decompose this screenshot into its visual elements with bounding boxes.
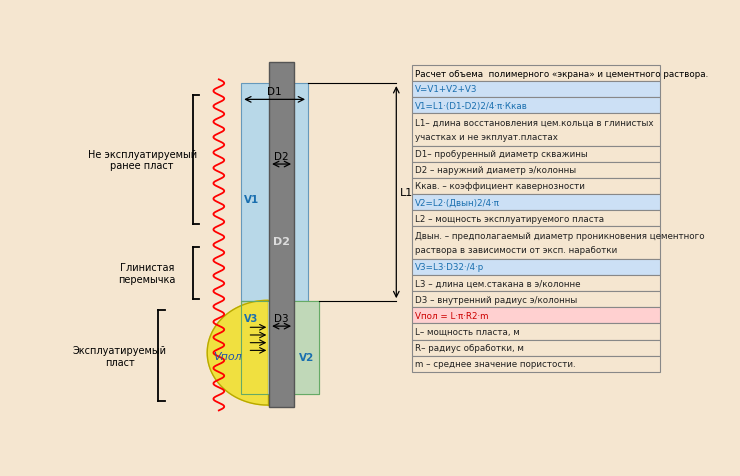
- Text: L2 – мощность эксплуатируемого пласта: L2 – мощность эксплуатируемого пласта: [415, 214, 604, 223]
- Bar: [411, 98, 660, 114]
- Text: V=V1+V2+V3: V=V1+V2+V3: [415, 85, 477, 94]
- Bar: [411, 259, 660, 275]
- Text: D3 – внутренний радиус э/колонны: D3 – внутренний радиус э/колонны: [415, 295, 577, 304]
- Text: D1: D1: [267, 87, 282, 97]
- Text: Vпол = L·π·R2·m: Vпол = L·π·R2·m: [415, 311, 488, 320]
- Text: D3: D3: [275, 313, 289, 323]
- Bar: [411, 340, 660, 356]
- Bar: [241, 301, 319, 394]
- Text: V1: V1: [243, 194, 259, 204]
- Bar: [411, 195, 660, 211]
- Text: V2=L2·(Двын)2/4·π: V2=L2·(Двын)2/4·π: [415, 198, 500, 207]
- Text: V3=L3·D32·/4·p: V3=L3·D32·/4·p: [415, 263, 484, 272]
- Text: V2: V2: [299, 352, 314, 362]
- Text: L3 – длина цем.стакана в э/колонне: L3 – длина цем.стакана в э/колонне: [415, 279, 580, 288]
- Bar: [241, 301, 319, 394]
- Bar: [269, 301, 319, 394]
- Polygon shape: [207, 301, 268, 405]
- Text: Глинистая
перемычка: Глинистая перемычка: [118, 263, 175, 284]
- Bar: [411, 275, 660, 291]
- Text: раствора в зависимости от эксп. наработки: раствора в зависимости от эксп. наработк…: [415, 246, 617, 255]
- Bar: [411, 162, 660, 178]
- Bar: [411, 307, 660, 324]
- Text: D2: D2: [273, 237, 290, 247]
- Text: V3: V3: [243, 314, 258, 324]
- Bar: [411, 324, 660, 340]
- Bar: [411, 114, 660, 146]
- Bar: [269, 63, 294, 407]
- Text: участках и не экплуат.пластах: участках и не экплуат.пластах: [415, 133, 558, 142]
- Text: D2 – наружний диаметр э/колонны: D2 – наружний диаметр э/колонны: [415, 166, 576, 175]
- Text: R– радиус обработки, м: R– радиус обработки, м: [415, 344, 524, 352]
- Text: L1– длина восстановления цем.кольца в глинистых: L1– длина восстановления цем.кольца в гл…: [415, 119, 653, 128]
- Text: D2: D2: [275, 151, 289, 161]
- Bar: [411, 211, 660, 227]
- Text: Эксплуатируемый
пласт: Эксплуатируемый пласт: [73, 345, 166, 367]
- Bar: [411, 82, 660, 98]
- Text: L– мощность пласта, м: L– мощность пласта, м: [415, 327, 519, 337]
- Bar: [411, 66, 660, 82]
- Bar: [241, 84, 308, 301]
- Bar: [411, 356, 660, 372]
- Bar: [411, 178, 660, 195]
- Text: L1: L1: [400, 188, 414, 198]
- Text: Vпол: Vпол: [213, 351, 242, 361]
- Bar: [411, 291, 660, 307]
- Text: Двын. – предполагаемый диаметр проникновения цементного: Двын. – предполагаемый диаметр проникнов…: [415, 231, 704, 240]
- Bar: [411, 146, 660, 162]
- Text: Расчет объема  полимерного «экрана» и цементного раствора.: Расчет объема полимерного «экрана» и цем…: [415, 69, 708, 79]
- Text: D1– пробуренный диаметр скважины: D1– пробуренный диаметр скважины: [415, 150, 588, 159]
- Text: Ккав. – коэффициент кавернозности: Ккав. – коэффициент кавернозности: [415, 182, 585, 191]
- Text: V1=L1·(D1-D2)2/4·π·Ккав: V1=L1·(D1-D2)2/4·π·Ккав: [415, 101, 528, 110]
- Text: m – среднее значение пористости.: m – среднее значение пористости.: [415, 359, 576, 368]
- Bar: [411, 227, 660, 259]
- Text: Не эксплуатируемый
ранее пласт: Не эксплуатируемый ранее пласт: [87, 149, 197, 171]
